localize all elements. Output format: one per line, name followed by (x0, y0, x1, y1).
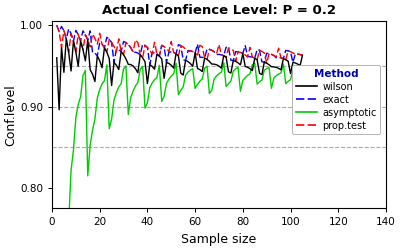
exact (62, 29, 66, 32)
prop.test (300, 54, 305, 57)
asymptotic (126, 113, 131, 116)
wilson (300, 54, 305, 57)
exact (54, 24, 59, 27)
asymptotic (221, 61, 226, 64)
asymptotic (300, 76, 305, 79)
wilson (181, 74, 186, 76)
prop.test (126, 43, 131, 46)
Line: asymptotic: asymptotic (57, 63, 302, 250)
prop.test (281, 57, 286, 60)
exact (178, 44, 183, 47)
prop.test (62, 29, 66, 32)
exact (147, 63, 152, 66)
wilson (121, 53, 126, 56)
exact (126, 43, 131, 46)
prop.test (264, 62, 269, 65)
prop.test (54, 24, 59, 27)
Legend: wilson, exact, asymptotic, prop.test: wilson, exact, asymptotic, prop.test (292, 65, 380, 134)
wilson (66, 51, 71, 54)
Line: wilson: wilson (57, 39, 302, 110)
prop.test (176, 54, 181, 57)
Y-axis label: Conf.level: Conf.level (4, 84, 17, 146)
prop.test (116, 37, 121, 40)
Line: prop.test: prop.test (57, 25, 302, 63)
asymptotic (176, 93, 181, 96)
exact (116, 48, 121, 51)
wilson (295, 62, 300, 66)
asymptotic (116, 86, 121, 88)
exact (281, 57, 286, 60)
wilson (64, 38, 69, 40)
Line: exact: exact (57, 25, 302, 65)
X-axis label: Sample size: Sample size (181, 233, 256, 246)
wilson (283, 58, 288, 61)
asymptotic (293, 67, 298, 70)
wilson (131, 64, 136, 68)
exact (300, 54, 305, 57)
exact (293, 52, 298, 56)
wilson (57, 108, 62, 111)
wilson (54, 56, 59, 59)
prop.test (293, 53, 298, 56)
asymptotic (281, 62, 286, 66)
Title: Actual Confience Level: P = 0.2: Actual Confience Level: P = 0.2 (102, 4, 336, 17)
